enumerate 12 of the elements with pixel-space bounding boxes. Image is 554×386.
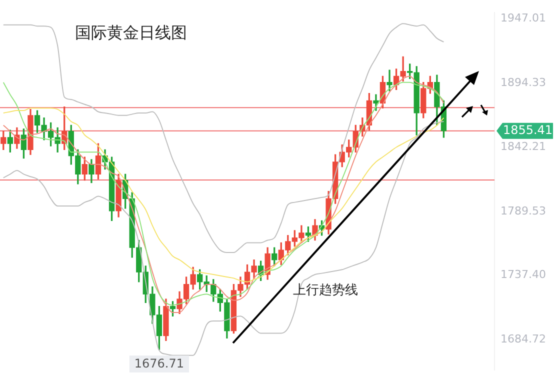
y-tick-label: 1894.33 (500, 76, 546, 90)
y-tick-label: 1789.53 (500, 204, 546, 218)
y-tick-label: 1684.72 (500, 332, 546, 346)
annotation: 1676.71 (134, 356, 184, 371)
candlestick (386, 70, 392, 92)
y-tick-label: 1737.40 (500, 268, 546, 282)
text: 国际黄金日线图 (75, 23, 187, 44)
ref-line-label: 1855.41 (502, 122, 553, 137)
line-series (2, 23, 444, 253)
y-tick-label: 1947.01 (500, 12, 546, 25)
y-tick-label: 1842.21 (500, 140, 546, 153)
annotation: 上行趋势线 (293, 282, 358, 299)
